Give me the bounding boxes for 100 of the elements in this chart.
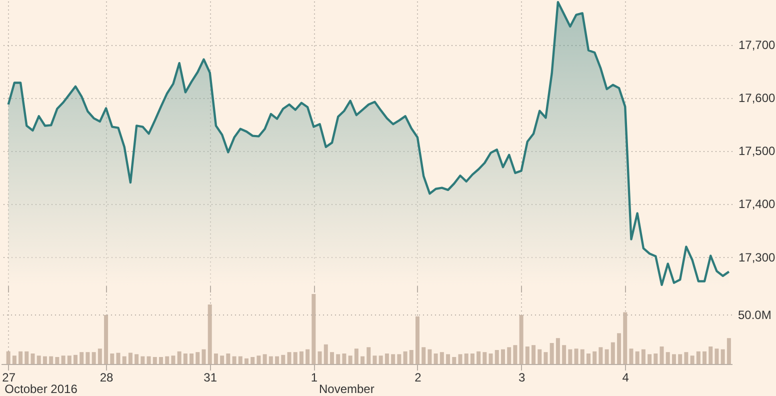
bar — [366, 347, 371, 364]
bar — [726, 338, 731, 364]
bar — [660, 346, 664, 364]
bar — [324, 344, 328, 364]
bar — [604, 349, 609, 364]
y-tick-label: 17,600 — [738, 91, 776, 106]
bar — [354, 348, 358, 364]
bar — [214, 354, 218, 364]
bar — [629, 348, 634, 364]
bar — [208, 304, 212, 364]
bar — [165, 356, 170, 364]
bar — [586, 354, 590, 364]
bar — [684, 352, 688, 364]
bar — [384, 354, 389, 364]
x-tick-label: 27 — [2, 370, 16, 384]
bar — [580, 349, 584, 364]
bar — [574, 348, 578, 364]
bar — [268, 356, 273, 364]
bar — [226, 354, 230, 364]
bar — [134, 354, 139, 364]
bar — [293, 352, 298, 364]
bar — [482, 352, 487, 364]
bar — [256, 356, 261, 364]
bar — [220, 356, 224, 364]
bar — [434, 354, 438, 364]
bar — [92, 352, 96, 364]
bar — [232, 356, 236, 364]
bar — [519, 315, 524, 364]
bar — [116, 352, 120, 364]
bar — [476, 351, 481, 364]
bar — [74, 354, 78, 364]
bar — [544, 352, 548, 364]
bar — [500, 349, 505, 364]
bar — [98, 348, 102, 364]
bar — [458, 354, 462, 364]
y-tick-label: 17,500 — [738, 144, 776, 158]
bar — [128, 352, 132, 364]
bar — [61, 356, 66, 364]
x-tick-label: 3 — [518, 370, 526, 384]
bar — [702, 351, 707, 364]
bar — [202, 349, 206, 364]
bar — [177, 351, 182, 364]
bar — [708, 346, 713, 364]
bar — [556, 338, 560, 364]
bar — [428, 349, 432, 364]
bar — [24, 351, 29, 364]
bar — [397, 354, 402, 364]
bar — [422, 347, 426, 364]
bar — [18, 351, 23, 364]
bar — [196, 352, 200, 364]
bar — [378, 356, 383, 364]
x-tick-label: 28 — [100, 370, 114, 384]
bar — [348, 356, 352, 364]
bar — [36, 356, 41, 364]
bar — [525, 346, 530, 364]
bar — [86, 352, 90, 364]
bar — [49, 356, 54, 364]
bar — [336, 354, 340, 364]
bar — [67, 356, 72, 364]
bar — [360, 356, 365, 364]
bar — [654, 354, 658, 364]
bar — [244, 358, 248, 364]
y-tick-label: 17,300 — [738, 250, 776, 264]
bar — [30, 354, 35, 364]
bar — [312, 294, 316, 364]
bar — [55, 357, 60, 364]
bar — [403, 351, 408, 364]
bar — [171, 356, 176, 364]
bar — [635, 351, 640, 364]
bar — [80, 352, 84, 364]
bar — [452, 357, 456, 364]
bar — [330, 352, 334, 364]
y-tick-label: 17,400 — [738, 197, 776, 212]
bar — [122, 356, 126, 364]
bar — [532, 345, 536, 364]
bar — [318, 351, 322, 364]
bar — [494, 350, 499, 364]
bar — [275, 356, 280, 364]
bar — [440, 352, 444, 364]
bar — [598, 347, 603, 364]
bar — [415, 316, 420, 364]
bar — [470, 354, 474, 364]
bar — [250, 357, 255, 364]
bar — [562, 345, 566, 364]
bar — [299, 351, 304, 364]
bar — [617, 333, 622, 364]
bar — [488, 354, 493, 364]
text: October 2016 — [4, 382, 78, 396]
bar — [110, 354, 114, 364]
bar — [140, 356, 145, 364]
bar — [12, 356, 16, 364]
bar — [648, 354, 652, 364]
bar — [690, 356, 694, 364]
x-tick-label: 2 — [414, 370, 422, 384]
bar — [238, 356, 242, 364]
x-tick-label: 31 — [204, 370, 218, 384]
bar — [696, 351, 700, 364]
bar — [666, 352, 670, 364]
bar — [152, 357, 157, 364]
bar — [146, 356, 151, 364]
